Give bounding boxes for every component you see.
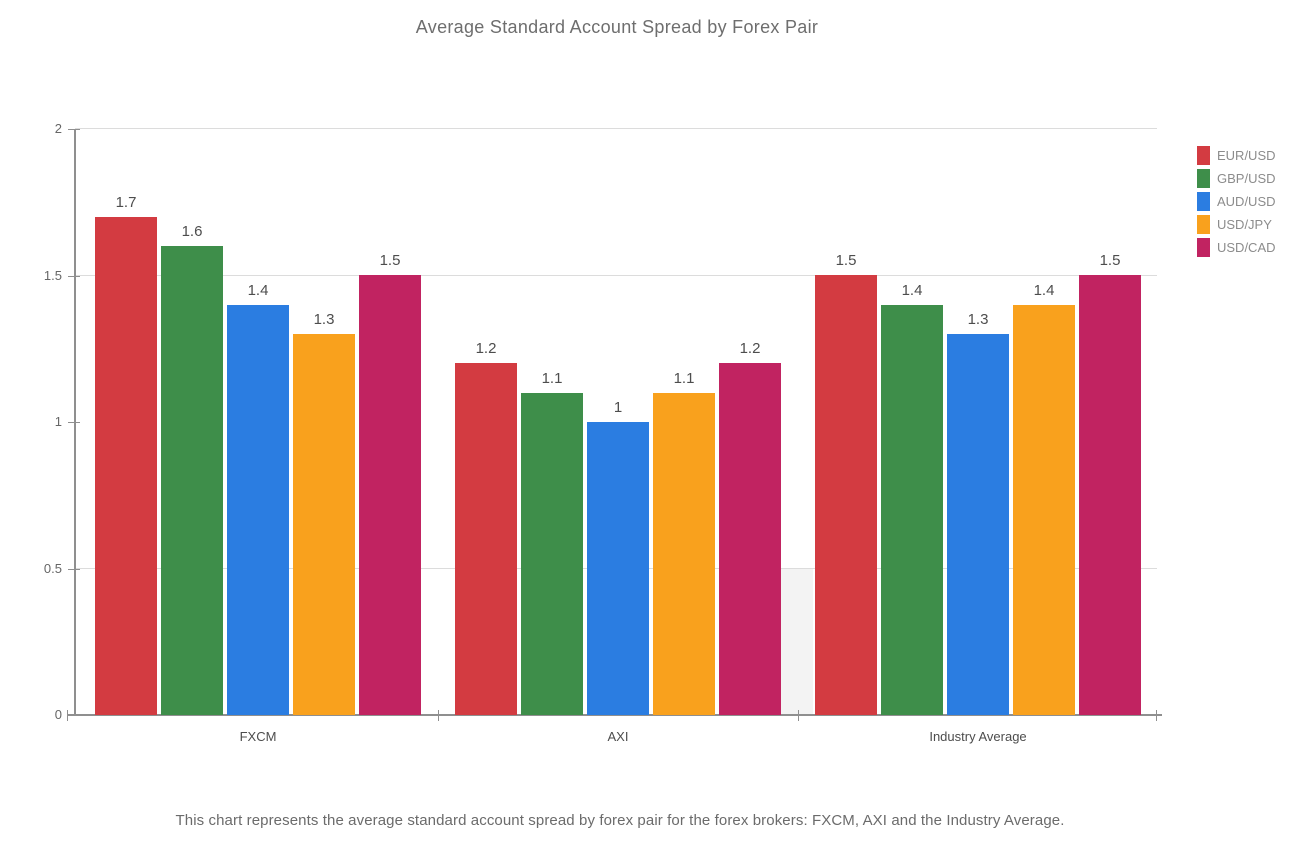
bar-value-label: 1.5	[835, 252, 857, 269]
legend-swatch-usd-jpy	[1197, 215, 1210, 234]
y-axis-tick	[68, 276, 80, 277]
x-axis-tick	[438, 710, 439, 721]
bar-aud-usd-fxcm[interactable]	[227, 305, 289, 715]
bar-usd-jpy-fxcm[interactable]	[293, 334, 355, 715]
bar-usd-cad-industry-average[interactable]	[1079, 275, 1141, 715]
bar-value-label: 1.5	[1099, 252, 1121, 269]
chart-title: Average Standard Account Spread by Forex…	[415, 17, 819, 37]
x-axis-category-label: FXCM	[239, 729, 277, 744]
legend-label: USD/JPY	[1217, 217, 1272, 232]
legend-label: USD/CAD	[1217, 240, 1276, 255]
bar-value-label: 1.3	[313, 311, 335, 328]
y-axis-label: 1	[54, 414, 62, 429]
bar-value-label: 1	[613, 399, 623, 416]
bar-gbp-usd-axi[interactable]	[521, 393, 583, 715]
legend-item-usd-cad[interactable]: USD/CAD	[1197, 238, 1276, 257]
gridline	[75, 275, 1157, 276]
bar-usd-jpy-axi[interactable]	[653, 393, 715, 715]
bar-value-label: 1.7	[115, 194, 137, 211]
gridline	[75, 128, 1157, 129]
y-axis-label: 1.5	[43, 268, 62, 283]
bar-value-label: 1.4	[247, 282, 269, 299]
bar-value-label: 1.2	[739, 340, 761, 357]
bar-value-label: 1.4	[1033, 282, 1055, 299]
legend-label: AUD/USD	[1217, 194, 1276, 209]
y-axis-tick	[68, 569, 80, 570]
legend-label: EUR/USD	[1217, 148, 1276, 163]
bar-gbp-usd-industry-average[interactable]	[881, 305, 943, 715]
bar-usd-jpy-industry-average[interactable]	[1013, 305, 1075, 715]
y-axis-label: 0	[54, 707, 62, 722]
hover-highlight-band	[781, 569, 813, 715]
x-axis-tick	[798, 710, 799, 721]
bar-value-label: 1.1	[673, 370, 695, 387]
y-axis-tick	[68, 129, 80, 130]
legend-label: GBP/USD	[1217, 171, 1276, 186]
bar-aud-usd-industry-average[interactable]	[947, 334, 1009, 715]
legend-item-gbp-usd[interactable]: GBP/USD	[1197, 169, 1276, 188]
legend-item-usd-jpy[interactable]: USD/JPY	[1197, 215, 1276, 234]
y-axis-label: 0.5	[43, 561, 62, 576]
bar-value-label: 1.5	[379, 252, 401, 269]
bar-value-label: 1.4	[901, 282, 923, 299]
bar-aud-usd-axi[interactable]	[587, 422, 649, 715]
bar-value-label: 1.2	[475, 340, 497, 357]
x-axis-category-label: Industry Average	[929, 729, 1027, 744]
bar-usd-cad-fxcm[interactable]	[359, 275, 421, 715]
bar-value-label: 1.1	[541, 370, 563, 387]
legend-swatch-aud-usd	[1197, 192, 1210, 211]
legend-item-eur-usd[interactable]: EUR/USD	[1197, 146, 1276, 165]
bar-value-label: 1.6	[181, 223, 203, 240]
x-axis-line	[67, 714, 1162, 716]
chart-caption: This chart represents the average standa…	[175, 812, 1065, 829]
legend-swatch-gbp-usd	[1197, 169, 1210, 188]
y-axis-label: 2	[54, 121, 62, 136]
bar-usd-cad-axi[interactable]	[719, 363, 781, 715]
legend-item-aud-usd[interactable]: AUD/USD	[1197, 192, 1276, 211]
x-axis-tick	[67, 710, 68, 721]
bar-eur-usd-axi[interactable]	[455, 363, 517, 715]
chart-legend: EUR/USD GBP/USD AUD/USD USD/JPY USD/CAD	[1197, 146, 1276, 261]
bar-gbp-usd-fxcm[interactable]	[161, 246, 223, 715]
x-axis-category-label: AXI	[607, 729, 629, 744]
legend-swatch-usd-cad	[1197, 238, 1210, 257]
x-axis-tick	[1156, 710, 1157, 721]
y-axis-tick	[68, 422, 80, 423]
legend-swatch-eur-usd	[1197, 146, 1210, 165]
bar-eur-usd-industry-average[interactable]	[815, 275, 877, 715]
bar-value-label: 1.3	[967, 311, 989, 328]
bar-eur-usd-fxcm[interactable]	[95, 217, 157, 715]
